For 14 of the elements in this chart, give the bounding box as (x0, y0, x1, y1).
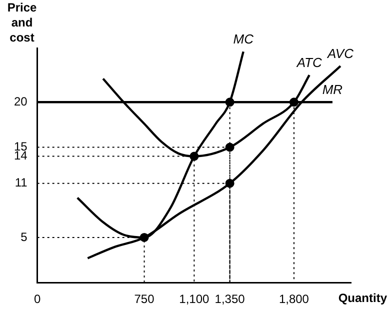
series-label: AVC (326, 46, 354, 62)
x-axis-title: Quantity (338, 290, 388, 305)
y-tick-label: 11 (14, 176, 28, 190)
x-tick-label: 1,800 (278, 292, 310, 306)
y-tick-label: 20 (14, 94, 28, 108)
x-tick-label: 1,100 (179, 292, 210, 306)
y-axis-title: Price and cost (7, 0, 37, 44)
y-tick-label: 5 (20, 230, 28, 244)
x-tick-label: 0 (34, 292, 42, 306)
series-label: ATC (296, 55, 322, 70)
x-tick-label: 750 (134, 292, 155, 306)
series-label: MR (322, 82, 343, 98)
x-tick-label: 1,350 (214, 292, 246, 306)
series-label: MC (233, 32, 254, 47)
